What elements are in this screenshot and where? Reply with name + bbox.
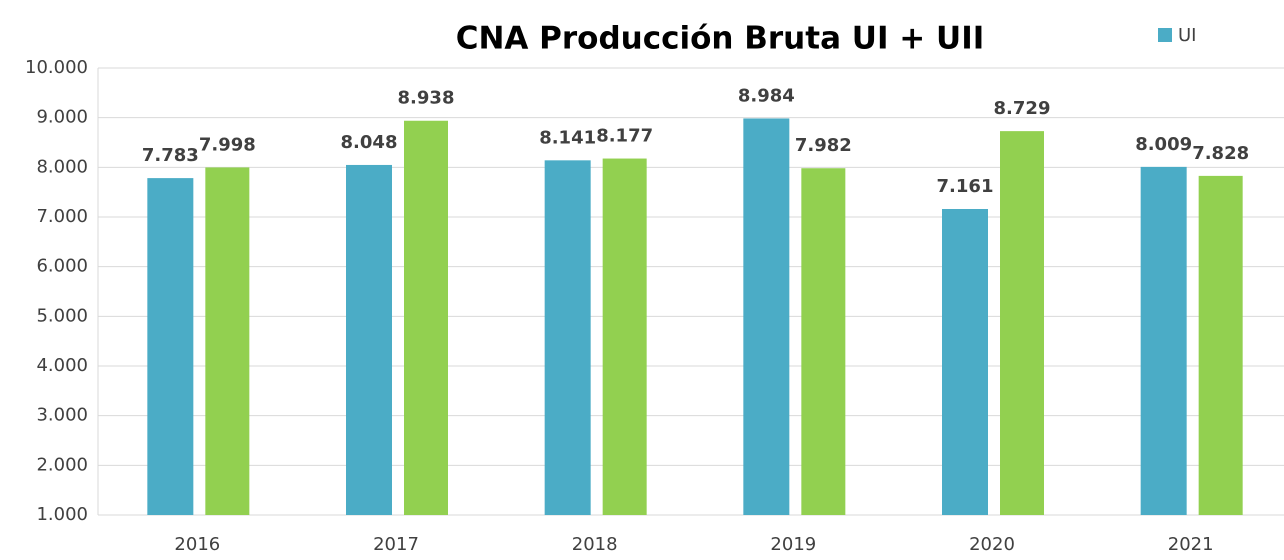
chart-title: CNA Producción Bruta UI + UII: [456, 21, 985, 57]
bar: [147, 178, 194, 515]
bar: [404, 120, 448, 515]
x-tick-label: 2020: [969, 534, 1015, 555]
y-tick-label: 8.000: [36, 156, 88, 177]
value-label: 8.729: [994, 98, 1051, 119]
y-tick-label: 3.000: [36, 405, 88, 426]
bar: [1198, 175, 1243, 515]
x-tick-label: 2019: [770, 534, 816, 555]
x-tick-label: 2018: [572, 534, 618, 555]
y-tick-label: 9.000: [36, 107, 88, 128]
bar: [346, 164, 392, 515]
y-tick-label: 4.000: [36, 355, 88, 376]
value-label: 7.828: [1192, 143, 1249, 164]
legend-label: UI: [1178, 25, 1196, 46]
value-label: 8.141: [539, 127, 596, 148]
value-label: 8.984: [738, 85, 795, 106]
value-label: 8.938: [398, 88, 455, 109]
y-tick-label: 6.000: [36, 256, 88, 277]
value-label: 8.009: [1135, 134, 1192, 155]
bar: [1140, 166, 1187, 515]
value-label: 8.048: [341, 132, 398, 153]
value-label: 8.177: [596, 126, 653, 147]
y-tick-label: 10.000: [25, 57, 88, 78]
y-tick-label: 5.000: [36, 305, 88, 326]
bar: [602, 158, 647, 515]
bar: [205, 167, 250, 515]
x-tick-label: 2021: [1168, 534, 1214, 555]
bar: [544, 160, 591, 516]
value-label: 7.998: [199, 134, 256, 155]
legend-swatch: [1158, 28, 1172, 42]
y-tick-label: 7.000: [36, 206, 88, 227]
value-label: 7.161: [937, 176, 994, 197]
x-tick-label: 2016: [174, 534, 220, 555]
value-label: 7.783: [142, 145, 199, 166]
bar: [942, 209, 988, 515]
x-tick-label: 2017: [373, 534, 419, 555]
y-tick-label: 2.000: [36, 454, 88, 475]
bar: [801, 168, 846, 515]
bar: [743, 118, 790, 515]
value-label: 7.982: [795, 135, 852, 156]
y-tick-label: 1.000: [36, 504, 88, 525]
bar: [1000, 131, 1044, 515]
